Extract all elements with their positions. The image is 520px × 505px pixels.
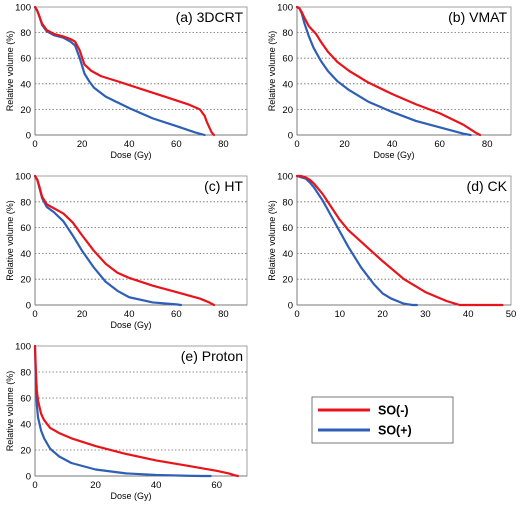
x-axis-label: Dose (Gy): [110, 491, 151, 501]
x-tick-label: 20: [77, 309, 88, 320]
y-tick-label: 100: [277, 172, 293, 183]
y-tick-label: 60: [20, 394, 31, 405]
x-tick-label: 40: [387, 139, 398, 150]
series-line-so-minus: [33, 344, 240, 478]
panel-title: (e) Proton: [181, 348, 243, 364]
legend-label: SO(-): [378, 404, 409, 418]
y-tick-label: 20: [20, 275, 31, 286]
x-tick-label: 40: [124, 309, 135, 320]
x-axis-label: Dose (Gy): [110, 150, 151, 160]
y-tick-label: 60: [282, 223, 293, 234]
x-tick-label: 0: [294, 139, 299, 150]
y-tick-label: 80: [20, 28, 31, 39]
y-tick-label: 20: [20, 446, 31, 457]
y-tick-label: 100: [15, 172, 31, 183]
x-tick-label: 60: [211, 480, 222, 491]
plot-frame: [34, 6, 248, 136]
y-tick-label: 20: [282, 275, 293, 286]
series-line-so-minus: [33, 5, 216, 137]
chart-panel-4: 0 20 40 60 80 100 0 10 20 30 40 50 Relative volume (…: [267, 172, 516, 321]
x-tick-label: 10: [335, 309, 346, 320]
y-tick-label: 40: [282, 249, 293, 260]
series-line-so-plus: [33, 344, 212, 478]
y-tick-label: 0: [26, 472, 31, 483]
series-line-so-minus: [33, 174, 216, 307]
series-line-so-plus: [33, 174, 183, 307]
y-tick-label: 80: [282, 28, 293, 39]
chart-panel-1: 0 20 40 60 80 100 0 20 40 60 80 Relative volume (%)…: [5, 3, 248, 160]
x-axis-label: Dose (Gy): [110, 320, 151, 330]
x-tick-label: 80: [218, 139, 229, 150]
chart-panel-5: 0 20 40 60 80 100 0 20 40 60 Relative volume (%) Do…: [5, 342, 248, 501]
y-tick-label: 0: [288, 301, 293, 312]
y-tick-label: 40: [20, 249, 31, 260]
x-tick-label: 20: [90, 480, 101, 491]
x-tick-label: 40: [463, 309, 474, 320]
y-tick-label: 80: [20, 197, 31, 208]
x-tick-label: 0: [32, 480, 37, 491]
y-tick-label: 40: [20, 420, 31, 431]
y-axis-label: Relative volume (%): [5, 31, 15, 112]
y-tick-label: 80: [20, 368, 31, 379]
y-axis-label: Relative volume (%): [5, 200, 15, 281]
series-line-so-plus: [33, 5, 206, 137]
plot-frame: [296, 175, 512, 306]
y-tick-label: 100: [15, 342, 31, 353]
y-tick-label: 100: [15, 3, 31, 14]
legend-box: [311, 396, 454, 444]
y-tick-label: 40: [20, 79, 31, 90]
y-tick-label: 0: [26, 301, 31, 312]
chart-panel-3: 0 20 40 60 80 100 0 20 40 60 80 Relative volume (%)…: [5, 172, 248, 330]
x-tick-label: 80: [482, 139, 493, 150]
legend: SO(-) SO(+): [311, 396, 454, 444]
y-axis-label: Relative volume (%): [267, 200, 277, 281]
x-tick-label: 40: [124, 139, 135, 150]
y-tick-label: 0: [288, 131, 293, 142]
y-tick-label: 0: [26, 131, 31, 142]
panel-title: (a) 3DCRT: [176, 9, 244, 25]
series-line-so-plus: [295, 5, 472, 137]
x-tick-label: 30: [420, 309, 431, 320]
y-tick-label: 80: [282, 197, 293, 208]
x-tick-label: 0: [32, 309, 37, 320]
x-tick-label: 20: [377, 309, 388, 320]
series-line-so-minus: [295, 5, 482, 137]
y-tick-label: 60: [282, 54, 293, 65]
panel-title: (d) CK: [467, 178, 508, 194]
x-tick-label: 0: [294, 309, 299, 320]
y-tick-label: 20: [20, 105, 31, 116]
x-tick-label: 40: [151, 480, 162, 491]
panel-title: (b) VMAT: [448, 9, 507, 25]
y-tick-label: 100: [277, 3, 293, 14]
y-tick-label: 40: [282, 79, 293, 90]
series-line-so-minus: [295, 174, 504, 307]
y-tick-label: 60: [20, 223, 31, 234]
legend-label: SO(+): [378, 424, 412, 438]
x-tick-label: 80: [218, 309, 229, 320]
series-line-so-plus: [295, 174, 418, 307]
x-axis-label: Dose (Gy): [373, 150, 414, 160]
panel-title: (c) HT: [204, 178, 243, 194]
x-tick-label: 20: [339, 139, 350, 150]
x-tick-label: 20: [77, 139, 88, 150]
y-tick-label: 20: [282, 105, 293, 116]
y-axis-label: Relative volume (%): [267, 31, 277, 112]
x-tick-label: 50: [506, 309, 517, 320]
x-tick-label: 60: [171, 139, 182, 150]
x-tick-label: 60: [171, 309, 182, 320]
plot-frame: [34, 175, 248, 306]
chart-panel-2: 0 20 40 60 80 100 0 20 40 60 80 Relative volume (%)…: [267, 3, 512, 160]
x-tick-label: 0: [32, 139, 37, 150]
x-tick-label: 60: [434, 139, 445, 150]
y-tick-label: 60: [20, 54, 31, 65]
y-axis-label: Relative volume (%): [5, 371, 15, 452]
